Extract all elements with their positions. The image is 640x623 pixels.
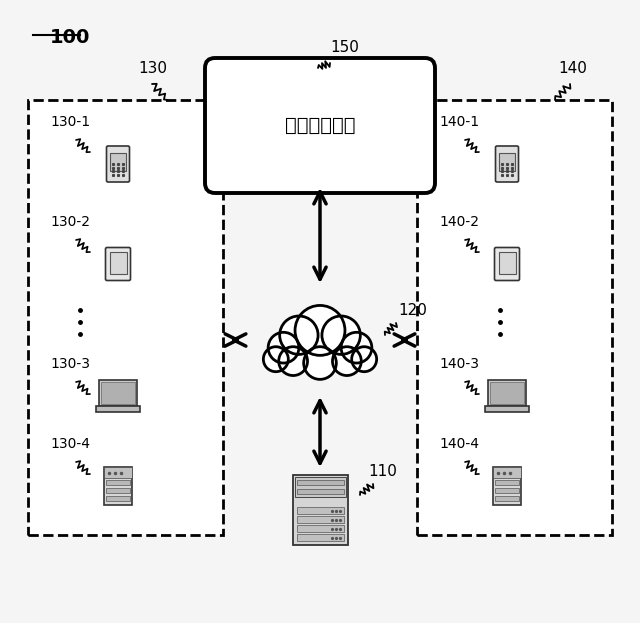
Text: 110: 110 (368, 464, 397, 479)
Bar (110, 153, 126, 171)
Circle shape (333, 347, 361, 376)
Bar (417, 100, 612, 535)
Bar (104, 467, 132, 505)
FancyBboxPatch shape (99, 380, 137, 406)
Text: 100: 100 (50, 28, 90, 47)
Text: データベース: データベース (285, 116, 355, 135)
Bar (490, 382, 524, 404)
Bar (495, 496, 519, 501)
Text: 140-1: 140-1 (439, 115, 479, 129)
Text: 120: 120 (398, 303, 427, 318)
Bar (499, 252, 515, 274)
Circle shape (264, 347, 289, 372)
Text: 140-2: 140-2 (439, 215, 479, 229)
FancyBboxPatch shape (96, 406, 140, 412)
Text: 140-4: 140-4 (439, 437, 479, 451)
Text: 150: 150 (330, 40, 359, 55)
Circle shape (322, 316, 360, 354)
Bar (499, 153, 515, 171)
Circle shape (280, 316, 318, 354)
Text: 130-1: 130-1 (50, 115, 90, 129)
Bar (292, 475, 348, 545)
Bar (296, 516, 344, 523)
Bar (493, 467, 521, 478)
Bar (106, 488, 130, 493)
FancyBboxPatch shape (106, 247, 131, 280)
Text: 130: 130 (138, 61, 167, 76)
Bar (296, 525, 344, 532)
Bar (106, 496, 130, 501)
Bar (109, 252, 127, 274)
Circle shape (279, 347, 307, 376)
Bar (296, 480, 344, 485)
Text: 130-2: 130-2 (50, 215, 90, 229)
Bar (495, 480, 519, 485)
FancyBboxPatch shape (495, 146, 518, 182)
FancyBboxPatch shape (485, 406, 529, 412)
Bar (104, 467, 132, 478)
Bar (294, 477, 346, 497)
FancyBboxPatch shape (205, 58, 435, 193)
Bar (28, 100, 223, 535)
Bar (296, 507, 344, 514)
Bar (495, 488, 519, 493)
Circle shape (304, 347, 337, 379)
Bar (101, 382, 135, 404)
FancyBboxPatch shape (106, 146, 129, 182)
FancyBboxPatch shape (488, 380, 526, 406)
Circle shape (268, 332, 299, 363)
Circle shape (295, 305, 345, 355)
Bar (493, 467, 521, 505)
Bar (106, 480, 130, 485)
Bar (296, 534, 344, 541)
Circle shape (351, 347, 376, 372)
Circle shape (341, 332, 372, 363)
Text: 140-3: 140-3 (439, 357, 479, 371)
FancyBboxPatch shape (495, 247, 520, 280)
Text: 140: 140 (558, 61, 587, 76)
Bar (296, 489, 344, 494)
Text: 130-3: 130-3 (50, 357, 90, 371)
Text: 130-4: 130-4 (50, 437, 90, 451)
